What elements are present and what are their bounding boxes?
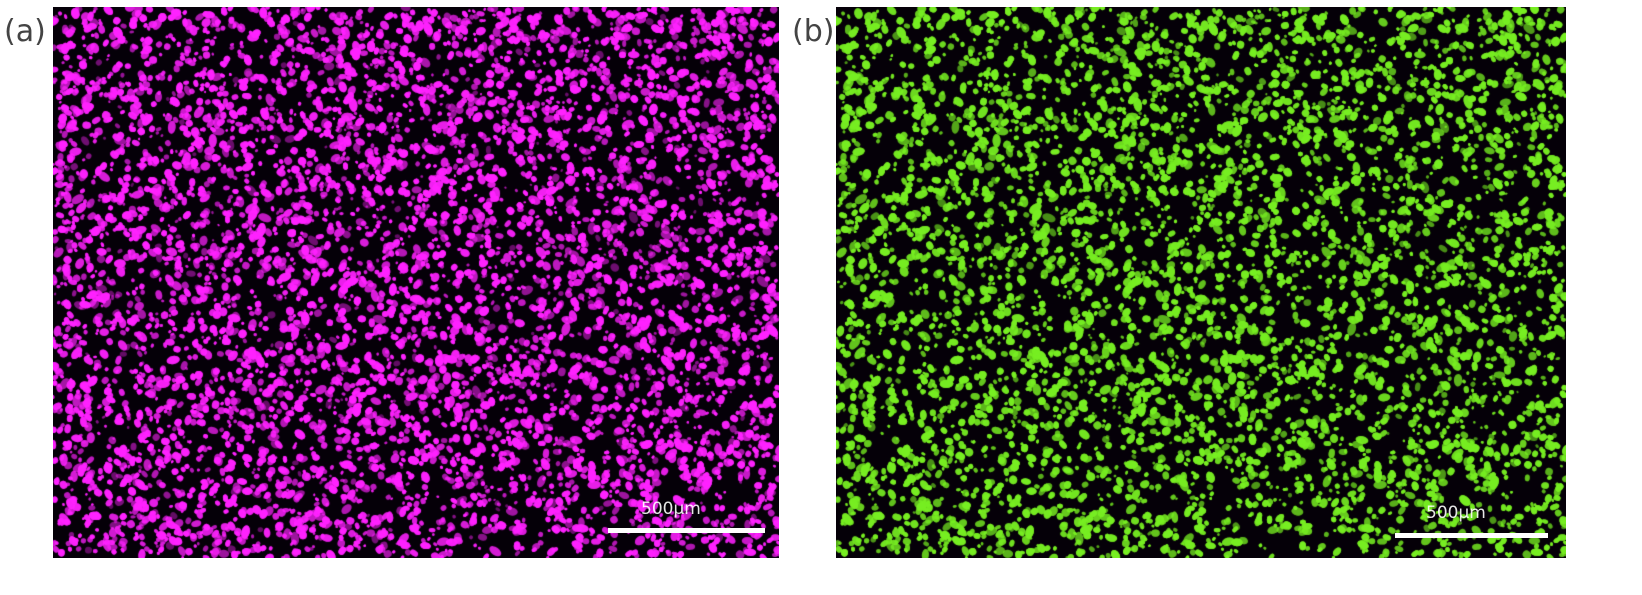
panel-a-scale-bar xyxy=(608,528,765,533)
panel-b-label: (b) xyxy=(792,14,835,49)
panel-a-map-image xyxy=(53,7,779,558)
panel-b-map-image xyxy=(836,7,1566,558)
panel-a-scale-label: 500µm xyxy=(641,499,701,519)
panel-a-label: (a) xyxy=(4,14,46,49)
panel-b-scale-bar xyxy=(1395,533,1548,538)
panel-a-element-map: 500µm xyxy=(53,7,779,558)
panel-b-scale-label: 500µm xyxy=(1426,503,1486,523)
panel-b-element-map: 500µm xyxy=(836,7,1566,558)
